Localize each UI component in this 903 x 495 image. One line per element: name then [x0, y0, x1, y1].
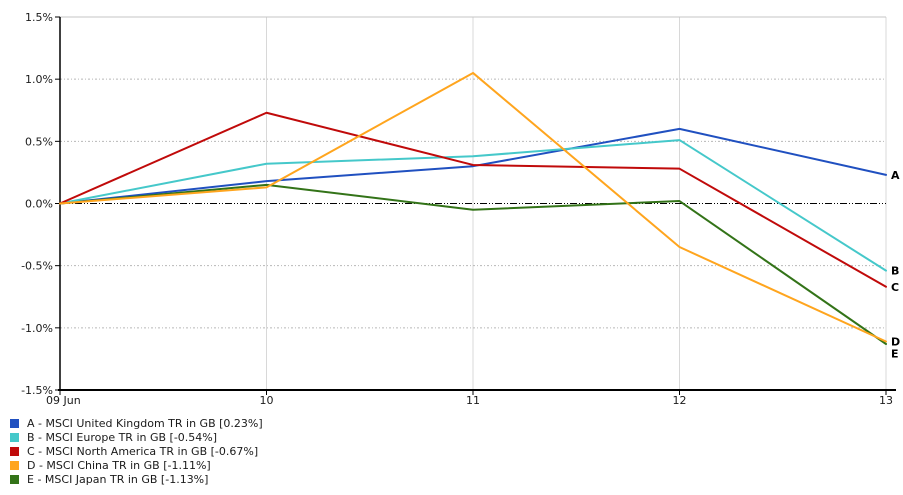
series-line-A — [59, 127, 887, 205]
series-end-label-C: C — [891, 281, 899, 294]
y-axis-label: -1.0% — [21, 322, 53, 335]
series-line-B — [59, 139, 887, 272]
series-line-D — [59, 71, 887, 343]
legend-label-b: B - MSCI Europe TR in GB [-0.54%] — [27, 431, 218, 444]
legend-label-c: C - MSCI North America TR in GB [-0.67%] — [27, 445, 259, 458]
legend-item-d: D - MSCI China TR in GB [-1.11%] — [10, 460, 263, 471]
x-axis-label: 12 — [673, 394, 687, 407]
series-end-label-B: B — [891, 265, 899, 278]
y-axis-label: 1.5% — [25, 11, 53, 24]
x-axis-label: 13 — [879, 394, 893, 407]
chart-legend: A - MSCI United Kingdom TR in GB [0.23%]… — [10, 418, 263, 488]
legend-label-d: D - MSCI China TR in GB [-1.11%] — [27, 459, 211, 472]
legend-swatch-e — [10, 475, 19, 484]
legend-label-e: E - MSCI Japan TR in GB [-1.13%] — [27, 473, 209, 486]
x-axis-label: 11 — [466, 394, 480, 407]
legend-item-a: A - MSCI United Kingdom TR in GB [0.23%] — [10, 418, 263, 429]
legend-item-c: C - MSCI North America TR in GB [-0.67%] — [10, 446, 263, 457]
y-axis-label: -0.5% — [21, 260, 53, 273]
legend-swatch-b — [10, 433, 19, 442]
chart-svg: 1.5% 1.0% 0.5% 0.0% -0.5% -1.0% -1.5%09 Jun 10 1… — [21, 11, 900, 407]
legend-item-b: B - MSCI Europe TR in GB [-0.54%] — [10, 432, 263, 443]
legend-swatch-c — [10, 447, 19, 456]
y-axis-label: 0.5% — [25, 135, 53, 148]
x-axis-label: 09 Jun — [46, 394, 81, 407]
y-axis-label: 1.0% — [25, 73, 53, 86]
x-axis-label: 10 — [260, 394, 274, 407]
series-end-label-D: D — [891, 336, 900, 349]
y-axis-label: -1.5% — [21, 384, 53, 397]
legend-swatch-a — [10, 419, 19, 428]
legend-label-a: A - MSCI United Kingdom TR in GB [0.23%] — [27, 417, 263, 430]
legend-swatch-d — [10, 461, 19, 470]
y-axis-label: 0.0% — [25, 198, 53, 211]
series-end-label-A: A — [891, 169, 900, 182]
series-line-C — [59, 111, 887, 288]
series-end-label-E: E — [891, 348, 899, 361]
series-line-E — [59, 183, 887, 345]
legend-item-e: E - MSCI Japan TR in GB [-1.13%] — [10, 474, 263, 485]
